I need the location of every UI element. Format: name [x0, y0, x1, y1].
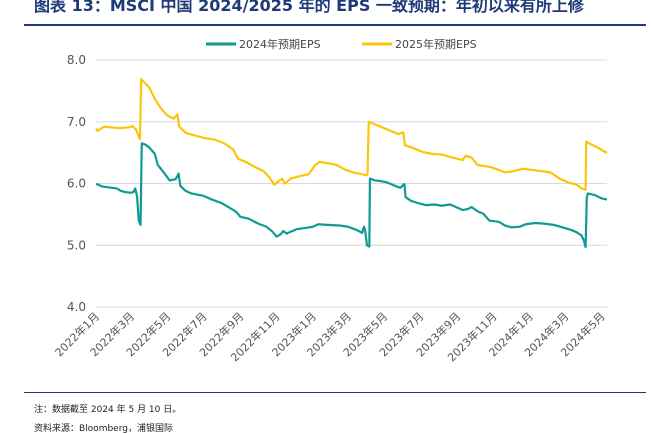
gridlines — [96, 59, 607, 308]
y-tick-label: 8.0 — [67, 53, 86, 67]
legend-label: 2024年预期EPS — [239, 37, 321, 51]
figure-title: 图表 13：MSCI 中国 2024/2025 年的 EPS 一致预期：年初以来… — [34, 0, 584, 15]
footnote: 注：数据截至 2024 年 5 月 10 日。 — [34, 405, 182, 415]
top-rule — [24, 24, 646, 26]
y-axis-ticks: 4.0 5.0 6.0 7.0 8.0 — [67, 53, 86, 314]
series-line — [95, 78, 608, 191]
y-tick-label: 5.0 — [67, 238, 86, 252]
series-lines — [95, 78, 608, 249]
x-axis-ticks: 2022年1月2022年3月2022年5月2022年7月2022年9月2022年… — [52, 309, 608, 364]
y-tick-label: 7.0 — [67, 115, 86, 129]
y-tick-label: 4.0 — [67, 300, 86, 314]
legend: 2024年预期EPS 2025年预期EPS — [206, 37, 477, 51]
legend-label: 2025年预期EPS — [395, 37, 477, 51]
series-line — [95, 142, 608, 249]
eps-line-chart: 4.0 5.0 6.0 7.0 8.0 2022年1月2022年3月2022年5月202… — [52, 37, 608, 364]
bottom-rule — [24, 392, 646, 393]
y-tick-label: 6.0 — [67, 177, 86, 191]
